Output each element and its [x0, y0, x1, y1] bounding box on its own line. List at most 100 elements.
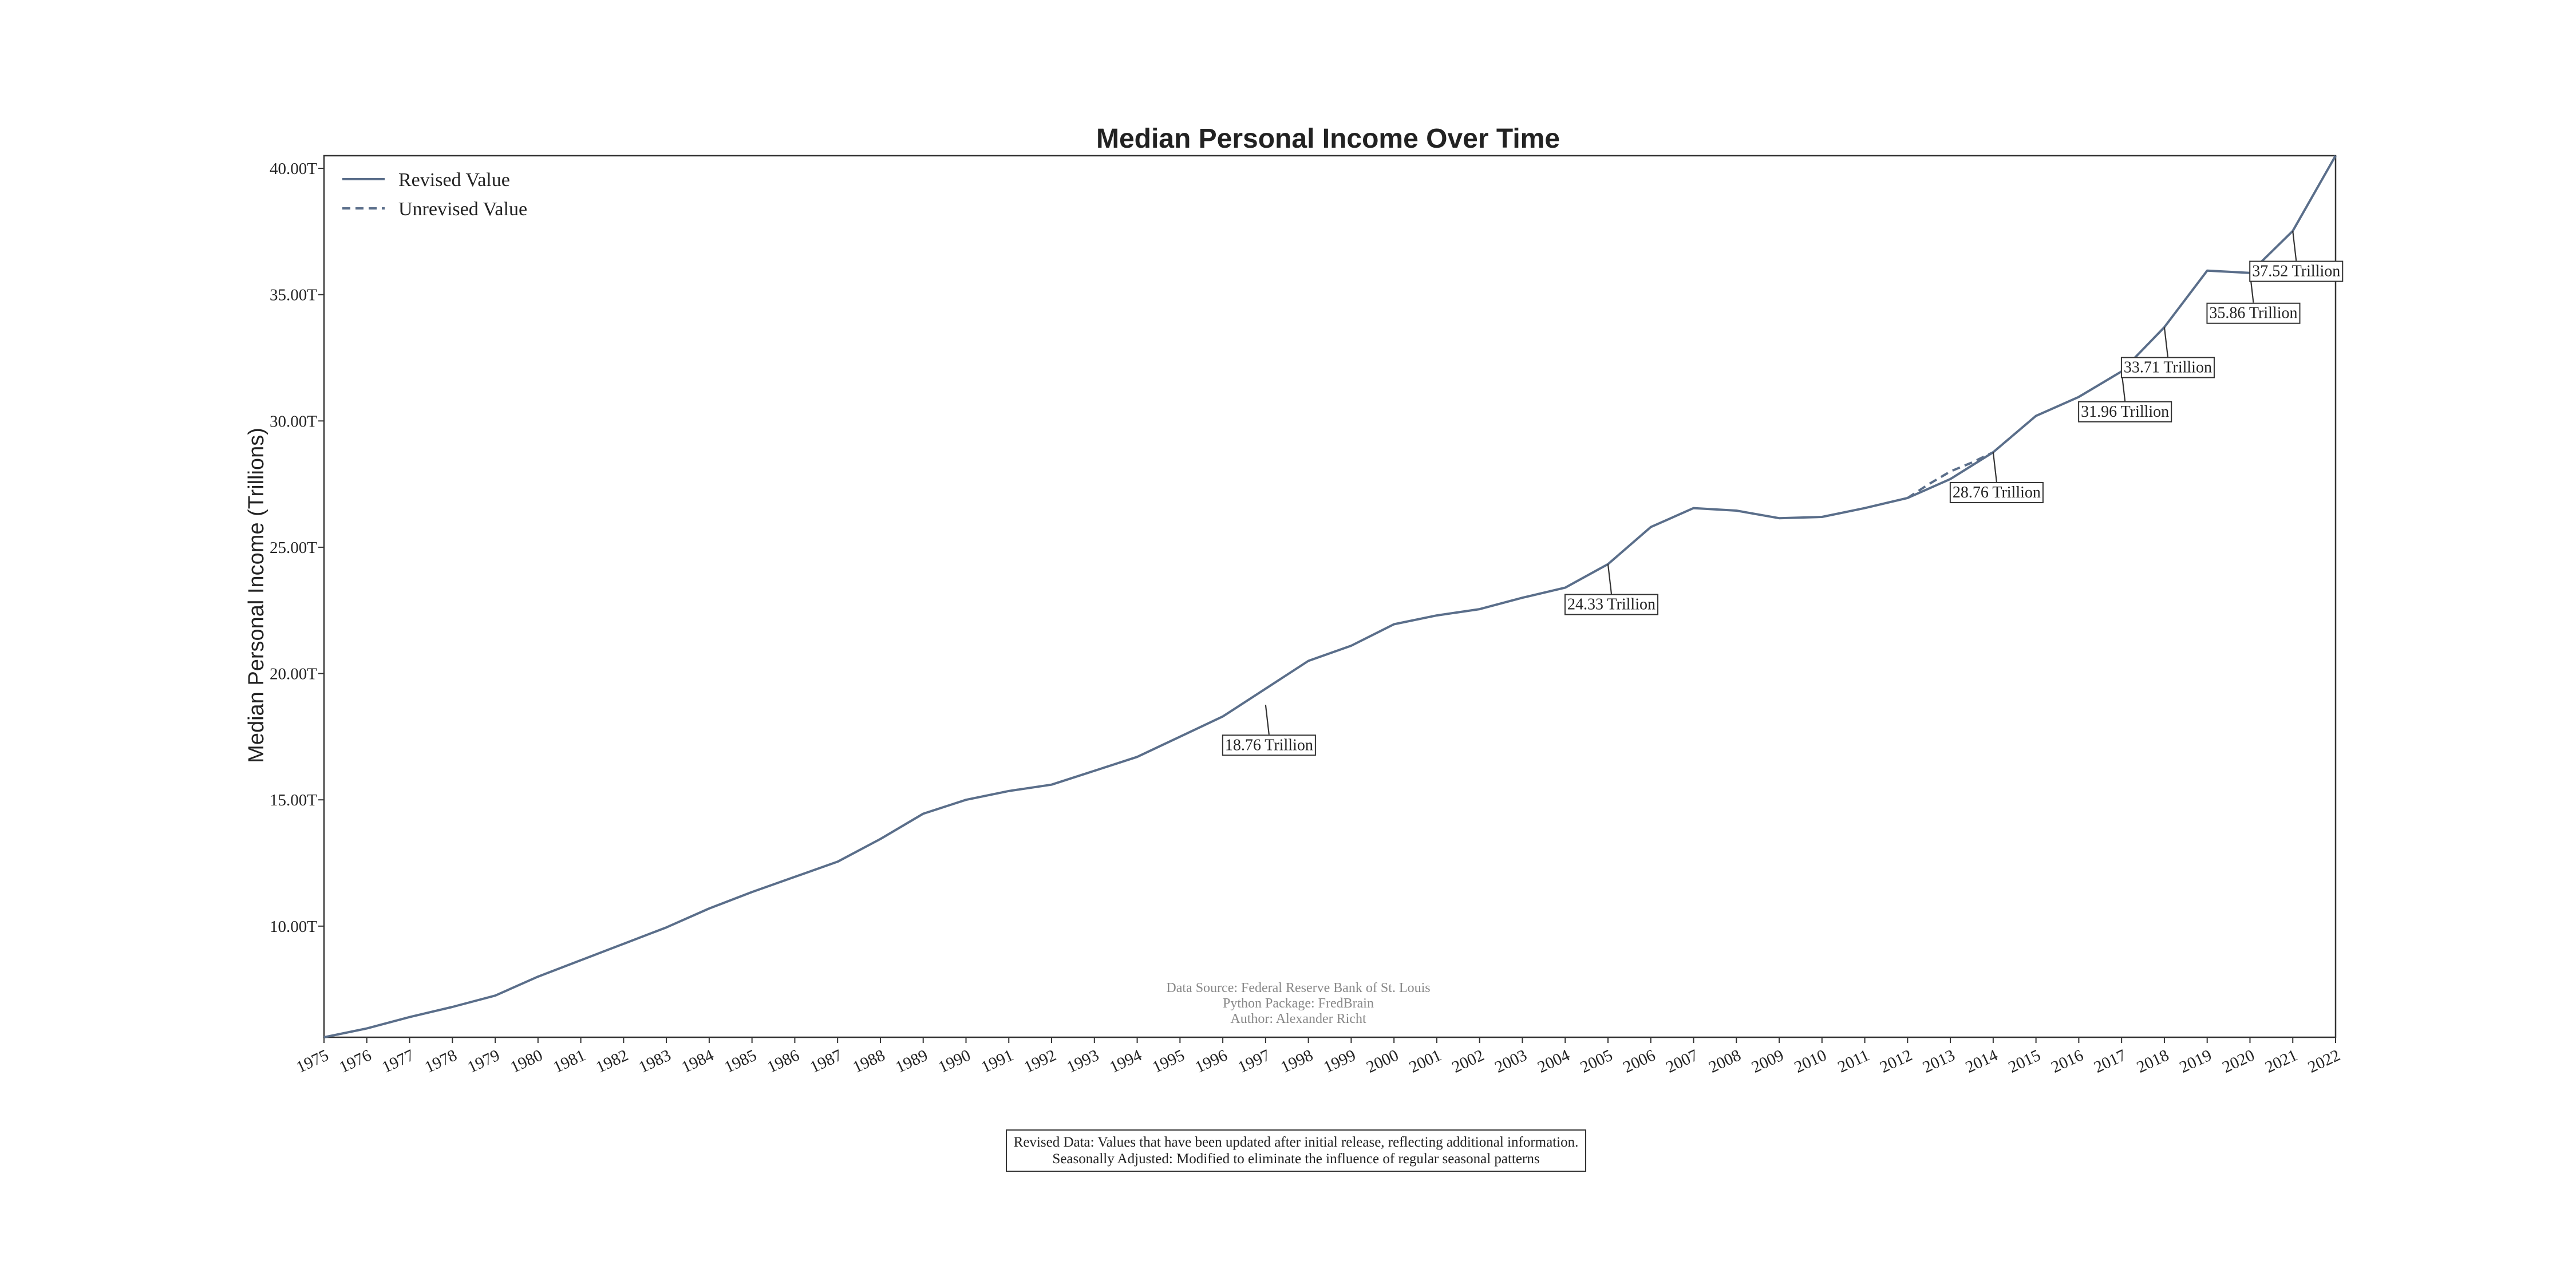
- x-tick-label-2013: 2013: [1920, 1046, 1958, 1077]
- legend-label-revised: Revised Value: [398, 169, 510, 191]
- y-tick-label-40: 40.00T: [270, 160, 317, 178]
- annotation-box: [2078, 401, 2172, 422]
- x-tick-label-1984: 1984: [679, 1046, 717, 1077]
- x-tick-label-1997: 1997: [1235, 1046, 1273, 1077]
- x-tick-label-1991: 1991: [978, 1046, 1016, 1077]
- footnote-seasonally-adjusted: Seasonally Adjusted: Modified to elimina…: [1052, 1151, 1539, 1167]
- x-tick-label-2018: 2018: [2134, 1046, 2172, 1077]
- series-line-unrevised-value: [1907, 451, 1994, 499]
- annotation-label: 33.71 Trillion: [2124, 359, 2212, 377]
- footnote-revised-data: Revised Data: Values that have been upda…: [1014, 1135, 1579, 1150]
- x-tick-label-2007: 2007: [1663, 1046, 1701, 1077]
- x-tick-label-2020: 2020: [2219, 1046, 2257, 1077]
- source-line-data-source: Data Source: Federal Reserve Bank of St.…: [1166, 981, 1430, 995]
- annotation-label: 18.76 Trillion: [1225, 736, 1313, 754]
- annotation-leader: [1265, 705, 1270, 735]
- source-line-author: Author: Alexander Richt: [1230, 1012, 1366, 1026]
- x-tick-label-1988: 1988: [850, 1046, 888, 1077]
- x-tick-label-2015: 2015: [2006, 1046, 2044, 1077]
- series-line-revised-value: [323, 155, 2337, 1038]
- annotation-box: [1949, 482, 2044, 504]
- x-tick-label-1995: 1995: [1149, 1046, 1187, 1077]
- footnote-frame: [1006, 1129, 1586, 1172]
- footnote-box: Revised Data: Values that have been upda…: [1006, 1129, 1586, 1172]
- x-tick-label-1993: 1993: [1064, 1046, 1102, 1077]
- series-lines: [323, 155, 2337, 1038]
- annotation-box: [2206, 302, 2301, 324]
- plot-frame: [323, 155, 2337, 1038]
- annotations: 18.76 Trillion 24.33 Trillion 28.76 Trilli…: [1222, 231, 2344, 756]
- x-tick-label-1986: 1986: [764, 1046, 802, 1077]
- annotation-box: [2249, 260, 2344, 282]
- source-line-package: Python Package: FredBrain: [1223, 996, 1374, 1011]
- annotation-leader: [2163, 327, 2169, 357]
- annotation-label: 37.52 Trillion: [2252, 262, 2340, 280]
- x-tick-label-1982: 1982: [593, 1046, 631, 1077]
- y-axis-ticks: 10.00T 15.00T 20.00T 25.00T 30.00T 35.00T 40.0…: [270, 160, 324, 936]
- y-tick-label-30: 30.00T: [270, 412, 317, 430]
- annotation-leader: [1992, 452, 1997, 483]
- x-tick-label-2017: 2017: [2091, 1046, 2129, 1077]
- x-tick-label-2001: 2001: [1406, 1046, 1444, 1077]
- annotation-box: [1222, 734, 1316, 756]
- x-tick-label-1980: 1980: [508, 1046, 546, 1077]
- x-tick-label-1983: 1983: [636, 1046, 674, 1077]
- x-tick-label-1985: 1985: [722, 1046, 760, 1077]
- y-tick-label-25: 25.00T: [270, 539, 317, 557]
- y-tick-label-15: 15.00T: [270, 791, 317, 809]
- annotation-label: 35.86 Trillion: [2209, 305, 2297, 322]
- x-tick-label-1989: 1989: [893, 1046, 931, 1077]
- x-tick-label-2012: 2012: [1877, 1046, 1915, 1077]
- x-tick-label-2021: 2021: [2262, 1046, 2300, 1077]
- x-tick-label-1977: 1977: [379, 1046, 417, 1077]
- annotation-leader: [1607, 564, 1613, 594]
- x-tick-label-2003: 2003: [1492, 1046, 1530, 1077]
- annotation-28-76-trillion: 28.76 Trillion: [1949, 452, 2044, 504]
- x-tick-label-1987: 1987: [807, 1046, 845, 1077]
- legend-label-unrevised: Unrevised Value: [398, 199, 527, 220]
- annotation-35-86-trillion: 35.86 Trillion: [2206, 272, 2301, 324]
- x-tick-label-1975: 1975: [294, 1046, 331, 1077]
- y-tick-label-20: 20.00T: [270, 665, 317, 683]
- x-tick-label-1990: 1990: [935, 1046, 973, 1077]
- annotation-37-52-trillion: 37.52 Trillion: [2249, 231, 2344, 282]
- x-tick-label-2019: 2019: [2177, 1046, 2215, 1077]
- annotation-33-71-trillion: 33.71 Trillion: [2120, 327, 2215, 378]
- source-note: Data Source: Federal Reserve Bank of St.…: [1166, 981, 1430, 1026]
- x-tick-label-2008: 2008: [1706, 1046, 1744, 1077]
- x-tick-label-2009: 2009: [1749, 1046, 1787, 1077]
- annotation-leader: [2292, 231, 2297, 261]
- x-tick-label-1981: 1981: [550, 1046, 588, 1077]
- annotation-18-76-trillion: 18.76 Trillion: [1222, 705, 1316, 756]
- x-axis-ticks: 1975 1976 1977 1978 1979 1980 1981 1982 1983 1984…: [294, 1037, 2343, 1077]
- x-tick-label-1996: 1996: [1192, 1046, 1230, 1077]
- annotation-24-33-trillion: 24.33 Trillion: [1564, 564, 1659, 615]
- annotation-label: 31.96 Trillion: [2081, 403, 2169, 421]
- x-tick-label-2006: 2006: [1621, 1046, 1658, 1077]
- x-tick-label-1998: 1998: [1278, 1046, 1315, 1077]
- legend: Revised Value Unrevised Value: [342, 169, 527, 220]
- annotation-box: [1564, 594, 1659, 615]
- x-tick-label-2016: 2016: [2048, 1046, 2086, 1077]
- y-tick-label-35: 35.00T: [270, 286, 317, 305]
- x-tick-label-1976: 1976: [337, 1046, 374, 1077]
- x-tick-label-2010: 2010: [1792, 1046, 1830, 1077]
- x-tick-label-2022: 2022: [2305, 1046, 2343, 1077]
- x-tick-label-1994: 1994: [1107, 1046, 1145, 1077]
- x-tick-label-2014: 2014: [1963, 1046, 2001, 1077]
- annotation-label: 28.76 Trillion: [1953, 484, 2041, 501]
- x-tick-label-2011: 2011: [1835, 1046, 1872, 1076]
- x-tick-label-2005: 2005: [1578, 1046, 1615, 1077]
- annotation-label: 24.33 Trillion: [1567, 596, 1656, 614]
- y-tick-label-10: 10.00T: [270, 918, 317, 936]
- y-axis-label: Median Personal Income (Trillions): [244, 428, 268, 763]
- x-tick-label-2000: 2000: [1364, 1046, 1401, 1077]
- x-tick-label-1978: 1978: [422, 1046, 460, 1077]
- annotation-31-96-trillion: 31.96 Trillion: [2078, 371, 2172, 422]
- x-tick-label-2004: 2004: [1535, 1046, 1573, 1077]
- x-tick-label-1992: 1992: [1021, 1046, 1059, 1077]
- x-tick-label-1999: 1999: [1321, 1046, 1358, 1077]
- x-tick-label-2002: 2002: [1449, 1046, 1487, 1077]
- x-tick-label-1979: 1979: [465, 1046, 503, 1077]
- annotation-box: [2120, 357, 2215, 378]
